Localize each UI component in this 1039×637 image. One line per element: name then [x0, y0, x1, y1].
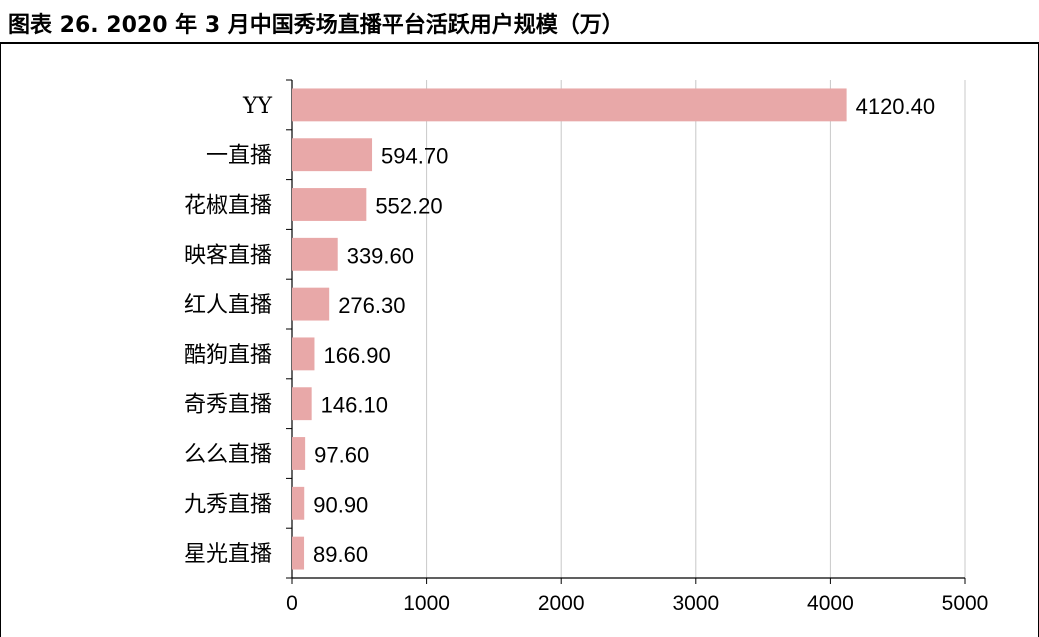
x-tick-label: 5000 [942, 592, 989, 615]
category-label: 九秀直播 [184, 492, 272, 517]
value-label: 594.70 [381, 144, 448, 169]
category-label: 红人直播 [184, 293, 272, 318]
chart-title: 图表 26. 2020 年 3 月中国秀场直播平台活跃用户规模（万） [8, 13, 624, 38]
bar [292, 237, 338, 271]
bar [292, 88, 847, 122]
value-label: 339.60 [347, 243, 414, 268]
category-label: 酷狗直播 [184, 343, 272, 368]
category-label: 一直播 [206, 144, 272, 169]
x-tick-label: 0 [286, 592, 298, 615]
value-label: 166.90 [323, 343, 390, 368]
x-tick-label: 3000 [672, 592, 719, 615]
x-tick-label: 1000 [403, 592, 450, 615]
bar [292, 437, 306, 470]
bar [292, 138, 373, 172]
bar [292, 536, 305, 570]
title-bar: 图表 26. 2020 年 3 月中国秀场直播平台活跃用户规模（万） [0, 0, 1039, 44]
value-label: 276.30 [338, 293, 405, 318]
value-label: 552.20 [375, 194, 442, 219]
bar [292, 337, 315, 371]
x-tick-label: 4000 [807, 592, 854, 615]
bar [292, 387, 312, 421]
value-label: 89.60 [313, 542, 368, 567]
category-label: 星光直播 [184, 542, 272, 567]
bar [292, 188, 367, 221]
x-tick-label: 2000 [538, 592, 585, 615]
category-label: 花椒直播 [184, 194, 272, 219]
category-label: 奇秀直播 [184, 393, 272, 418]
bar [292, 287, 330, 321]
value-label: 146.10 [321, 393, 388, 418]
value-label: 4120.40 [856, 94, 936, 119]
category-label: 映客直播 [184, 243, 272, 268]
value-label: 90.90 [313, 492, 368, 517]
bar [292, 486, 305, 520]
category-label: YY [242, 94, 273, 119]
value-label: 97.60 [314, 443, 369, 468]
category-label: 么么直播 [184, 443, 272, 468]
